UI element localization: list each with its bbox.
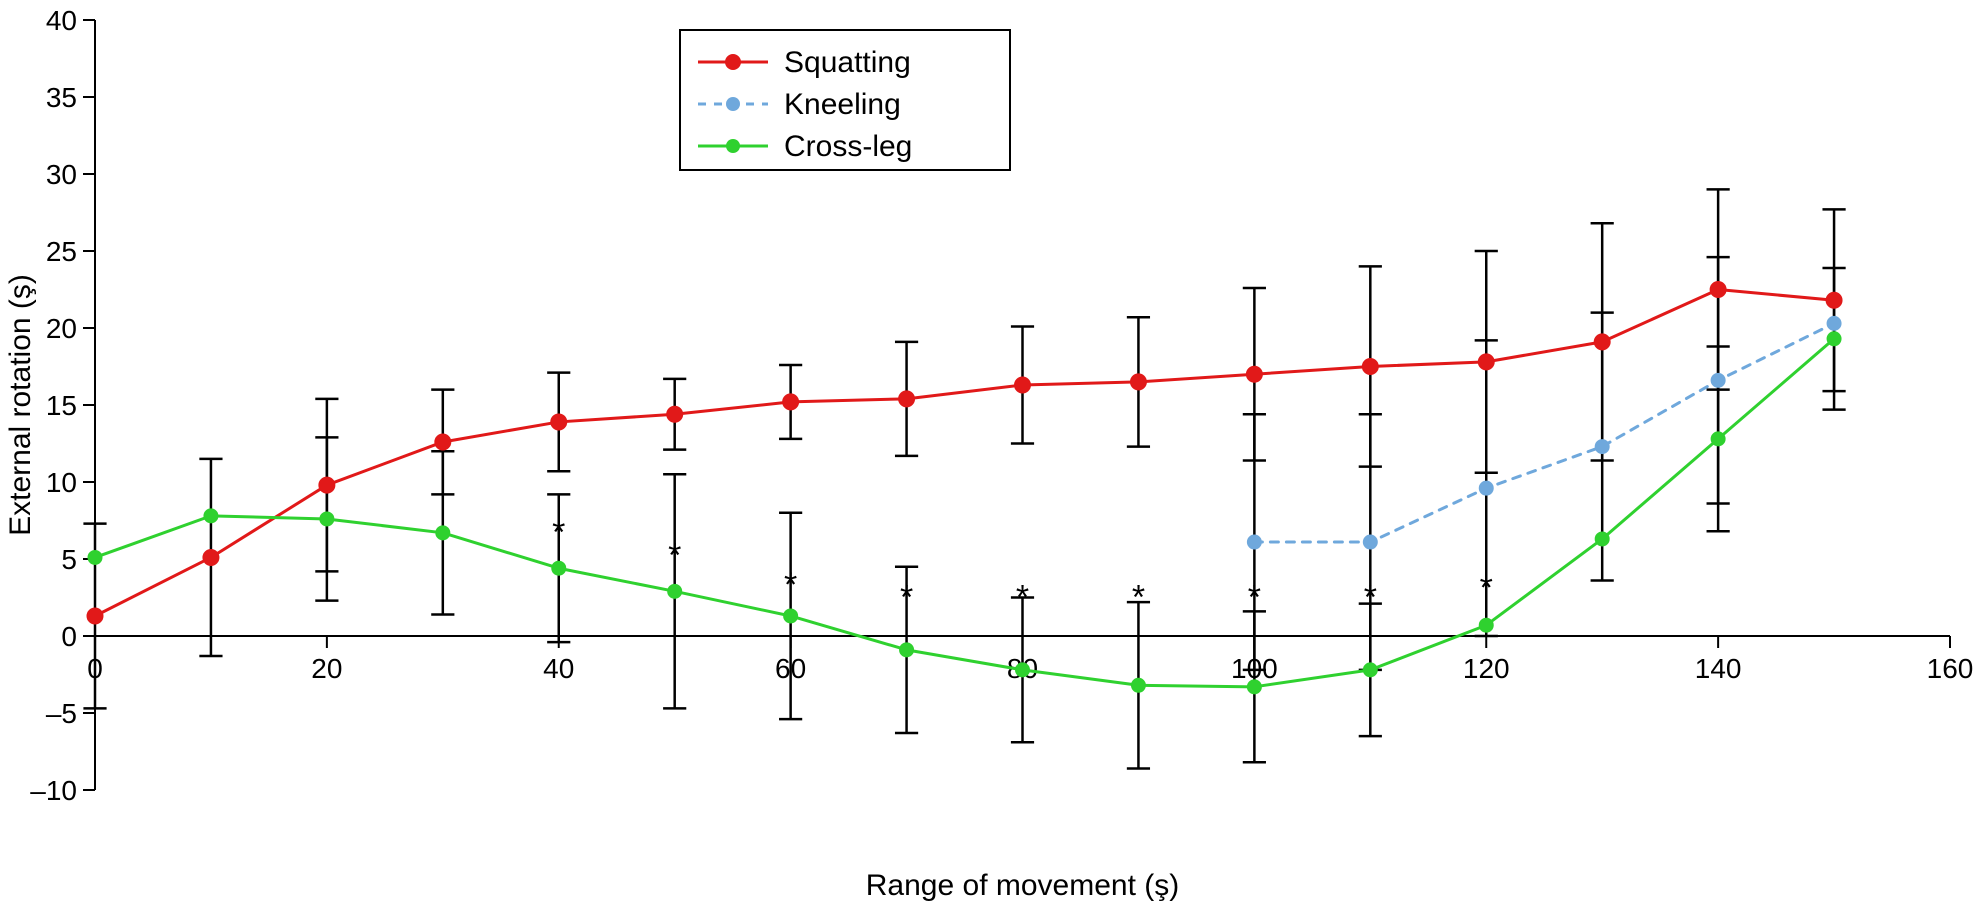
series-marker: [1247, 680, 1261, 694]
significance-marker: *: [668, 537, 681, 575]
series-marker: [1015, 377, 1031, 393]
series-marker: [88, 550, 102, 564]
chart-container: –10–505101520253035400204060801001201401…: [0, 0, 1988, 913]
series-marker: [1711, 432, 1725, 446]
legend: Squatting Kneeling Cross-leg: [680, 30, 1010, 170]
x-tick-label: 20: [311, 653, 342, 684]
y-tick-label: 5: [61, 544, 77, 575]
legend-label: Squatting: [784, 46, 911, 79]
series-marker: [1363, 535, 1377, 549]
y-tick-label: 35: [46, 82, 77, 113]
series-marker: [436, 526, 450, 540]
y-tick-label: 20: [46, 313, 77, 344]
series-marker: [552, 561, 566, 575]
series-marker: [1479, 618, 1493, 632]
series-marker: [1710, 282, 1726, 298]
series-marker: [900, 643, 914, 657]
x-tick-label: 140: [1695, 653, 1742, 684]
legend-label: Cross-leg: [784, 130, 912, 163]
y-axis-title: External rotation (ş): [4, 274, 37, 536]
series-marker: [1362, 359, 1378, 375]
y-tick-label: 40: [46, 5, 77, 36]
series-marker: [1247, 535, 1261, 549]
x-tick-label: 40: [543, 653, 574, 684]
y-tick-label: 15: [46, 390, 77, 421]
series-marker: [1479, 481, 1493, 495]
series-marker: [783, 394, 799, 410]
legend-swatch-marker: [726, 97, 740, 111]
y-tick-label: –5: [46, 698, 77, 729]
x-tick-label: 160: [1927, 653, 1974, 684]
y-tick-label: 25: [46, 236, 77, 267]
series-marker: [899, 391, 915, 407]
series-marker: [1363, 663, 1377, 677]
series-marker: [1246, 366, 1262, 382]
series-marker: [1827, 316, 1841, 330]
series-marker: [1827, 332, 1841, 346]
series-marker: [668, 584, 682, 598]
series-marker: [204, 509, 218, 523]
series-marker: [1016, 663, 1030, 677]
x-axis-title: Range of movement (ş): [866, 869, 1179, 902]
chart-svg: –10–505101520253035400204060801001201401…: [0, 0, 1988, 913]
series-marker: [320, 512, 334, 526]
significance-marker: *: [1248, 578, 1261, 616]
series-marker: [1594, 334, 1610, 350]
series-marker: [1131, 678, 1145, 692]
legend-swatch-marker: [726, 139, 740, 153]
series-line: [1254, 323, 1834, 542]
legend-label: Kneeling: [784, 88, 901, 121]
series-marker: [203, 549, 219, 565]
y-tick-label: 0: [61, 621, 77, 652]
significance-marker: *: [1132, 578, 1145, 616]
significance-marker: *: [1016, 578, 1029, 616]
significance-marker: *: [1480, 569, 1493, 607]
series-marker: [435, 434, 451, 450]
legend-swatch-marker: [725, 54, 741, 70]
y-tick-label: 30: [46, 159, 77, 190]
series-marker: [87, 608, 103, 624]
series-marker: [667, 406, 683, 422]
x-tick-label: 120: [1463, 653, 1510, 684]
series-marker: [1478, 354, 1494, 370]
significance-marker: *: [900, 578, 913, 616]
y-tick-label: 10: [46, 467, 77, 498]
significance-marker: *: [784, 566, 797, 604]
series-marker: [1826, 292, 1842, 308]
significance-marker: *: [552, 514, 565, 552]
series-marker: [551, 414, 567, 430]
series-marker: [1595, 532, 1609, 546]
significance-marker: *: [1364, 578, 1377, 616]
series-line: [95, 290, 1834, 616]
series-marker: [1130, 374, 1146, 390]
y-tick-label: –10: [30, 775, 77, 806]
series-marker: [784, 609, 798, 623]
series-marker: [319, 477, 335, 493]
series-marker: [1595, 440, 1609, 454]
series-marker: [1711, 373, 1725, 387]
